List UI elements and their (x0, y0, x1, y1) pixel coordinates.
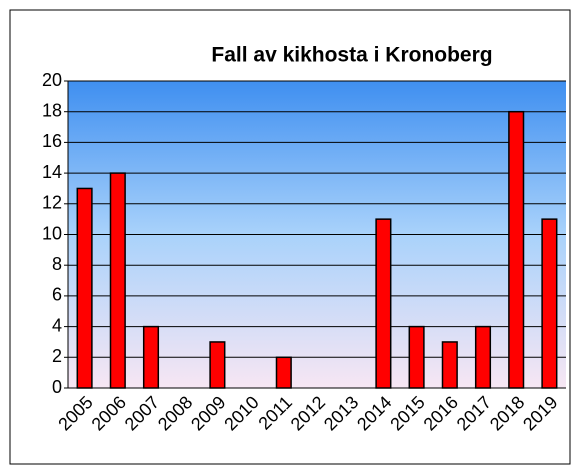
bar (441, 341, 458, 389)
y-tick-label: 20 (42, 70, 62, 90)
bar (275, 356, 292, 389)
bar (408, 325, 425, 389)
y-tick-label: 0 (52, 377, 62, 397)
bar (142, 325, 160, 389)
y-tick-label: 8 (52, 254, 62, 274)
bar (375, 218, 392, 389)
bar (474, 325, 492, 389)
y-tick-label: 12 (42, 193, 62, 213)
y-tick-label: 2 (52, 346, 62, 366)
bar (508, 110, 525, 389)
bar (541, 218, 558, 389)
chart-title: Fall av kikhosta i Kronoberg (211, 44, 492, 67)
y-tick-label: 14 (42, 162, 62, 182)
y-tick-label: 18 (42, 100, 62, 120)
y-tick-label: 16 (42, 131, 62, 151)
y-tick-label: 4 (52, 315, 62, 335)
y-tick-label: 10 (42, 223, 62, 243)
bar (109, 172, 126, 389)
bar (76, 187, 93, 389)
y-tick-label: 6 (52, 285, 62, 305)
bar (209, 341, 226, 389)
